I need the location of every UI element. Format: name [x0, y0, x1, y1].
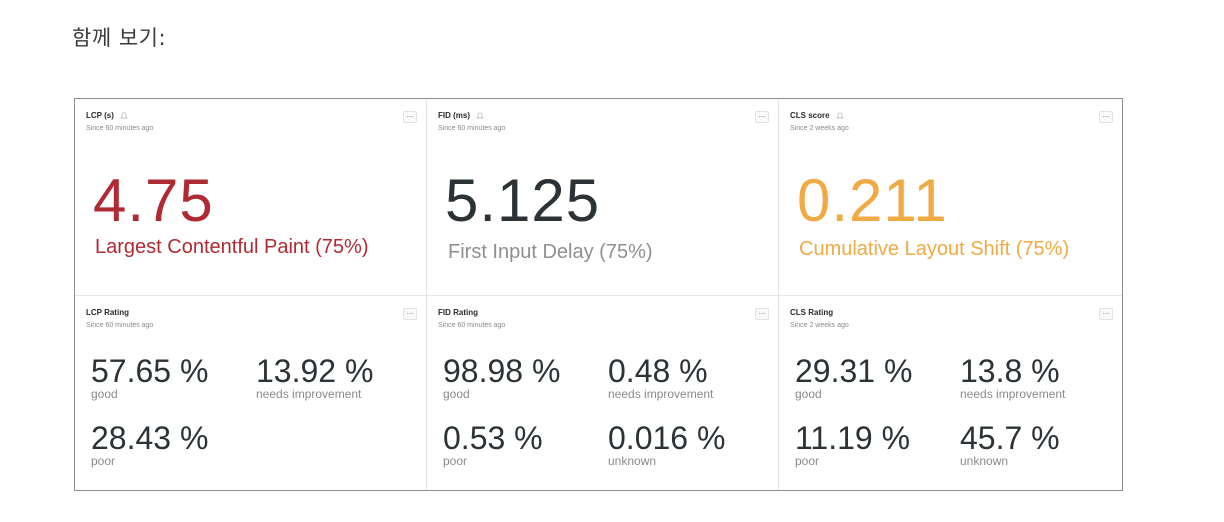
widget-lcp: LCP (s) Since 60 minutes ago ... 4.75 La… [75, 99, 427, 296]
widget-title: FID Rating [438, 308, 478, 317]
rating-needs-improvement: 0.48 % needs improvement [608, 354, 713, 401]
rating-label: poor [795, 454, 820, 468]
dashboard-grid: LCP (s) Since 60 minutes ago ... 4.75 La… [74, 98, 1123, 491]
rating-good: 29.31 % good [795, 354, 912, 401]
rating-label: needs improvement [256, 387, 362, 401]
widget-lcp-rating: LCP Rating Since 60 minutes ago ... 57.6… [75, 296, 427, 490]
widget-title: CLS score [790, 111, 830, 120]
widget-cls: CLS score Since 2 weeks ago ... 0.211 Cu… [779, 99, 1122, 296]
rating-label: needs improvement [960, 387, 1066, 401]
rating-value: 57.65 % [91, 353, 209, 389]
rating-good: 57.65 % good [91, 354, 208, 401]
widget-title: LCP (s) [86, 111, 114, 120]
alert-bell-icon[interactable] [835, 111, 844, 120]
rating-unknown: 0.016 % unknown [608, 421, 725, 468]
widget-title: CLS Rating [790, 308, 834, 317]
rating-value: 98.98 % [443, 353, 561, 389]
widget-menu-button[interactable]: ... [755, 111, 769, 123]
widget-menu-button[interactable]: ... [1099, 111, 1113, 123]
rating-label: poor [443, 454, 468, 468]
rating-value: 0.53 % [443, 420, 543, 456]
rating-poor: 11.19 % poor [795, 421, 910, 468]
widget-subtitle: Since 60 minutes ago [438, 125, 506, 132]
rating-value: 13.92 % [256, 353, 374, 389]
alert-bell-icon[interactable] [120, 111, 128, 120]
cls-label: Cumulative Layout Shift (75%) [799, 238, 1070, 260]
rating-value: 0.016 % [608, 420, 726, 456]
rating-poor: 28.43 % poor [91, 421, 208, 468]
rating-label: good [795, 387, 822, 401]
widget-subtitle: Since 60 minutes ago [86, 322, 154, 329]
rating-needs-improvement: 13.8 % needs improvement [960, 354, 1065, 401]
widget-menu-button[interactable]: ... [403, 308, 417, 320]
alert-bell-icon[interactable] [476, 111, 484, 120]
widget-fid-rating: FID Rating Since 60 minutes ago ... 98.9… [427, 296, 779, 490]
rating-unknown: 45.7 % unknown [960, 421, 1060, 468]
rating-poor: 0.53 % poor [443, 421, 543, 468]
rating-label: good [443, 387, 470, 401]
widget-title: LCP Rating [86, 308, 129, 317]
rating-label: needs improvement [608, 387, 714, 401]
rating-label: unknown [960, 454, 1009, 468]
rating-value: 29.31 % [795, 353, 913, 389]
widget-menu-button[interactable]: ... [755, 308, 769, 320]
widget-subtitle: Since 2 weeks ago [790, 125, 849, 132]
widget-menu-button[interactable]: ... [1099, 308, 1113, 320]
rating-needs-improvement: 13.92 % needs improvement [256, 354, 373, 401]
cls-value: 0.211 [797, 167, 948, 234]
rating-label: good [91, 387, 118, 401]
widget-fid: FID (ms) Since 60 minutes ago ... 5.125 … [427, 99, 779, 296]
section-heading: 함께 보기: [72, 26, 167, 50]
fid-label: First Input Delay (75%) [448, 241, 653, 263]
lcp-label: Largest Contentful Paint (75%) [95, 236, 369, 258]
rating-value: 11.19 % [795, 420, 911, 456]
widget-subtitle: Since 60 minutes ago [438, 322, 506, 329]
widget-cls-rating: CLS Rating Since 2 weeks ago ... 29.31 %… [779, 296, 1122, 490]
lcp-value: 4.75 [93, 167, 214, 234]
rating-value: 0.48 % [608, 353, 708, 389]
widget-title: FID (ms) [438, 111, 470, 120]
fid-value: 5.125 [445, 167, 601, 234]
widget-menu-button[interactable]: ... [403, 111, 417, 123]
widget-subtitle: Since 2 weeks ago [790, 322, 849, 329]
rating-value: 28.43 % [91, 420, 209, 456]
rating-value: 13.8 % [960, 353, 1060, 389]
rating-value: 45.7 % [960, 420, 1060, 456]
widget-subtitle: Since 60 minutes ago [86, 125, 154, 132]
rating-label: poor [91, 454, 116, 468]
rating-label: unknown [608, 454, 657, 468]
rating-good: 98.98 % good [443, 354, 560, 401]
